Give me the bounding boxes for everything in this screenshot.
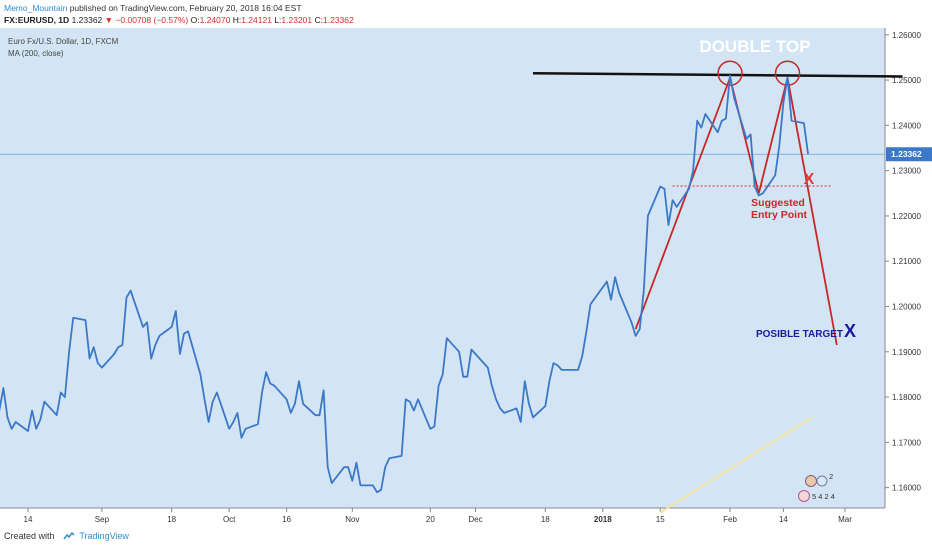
target-label: POSIBLE TARGET — [756, 329, 843, 340]
chart-header: Memo_Mountain published on TradingView.c… — [4, 2, 884, 32]
price-tick-label: 1.18000 — [892, 393, 921, 402]
legend-indicator: MA (200, close) — [8, 49, 64, 58]
time-axis-background — [0, 508, 932, 528]
author-link[interactable]: Memo_Mountain — [4, 3, 68, 13]
time-tick-label: 18 — [541, 515, 550, 524]
low-value: 1.23201 — [281, 15, 313, 25]
badge-top-count: 2 — [829, 472, 833, 481]
time-tick-label: Sep — [95, 515, 110, 524]
price-tick-label: 1.17000 — [892, 438, 921, 447]
entry-x-mark: X — [804, 171, 815, 188]
series-layer — [0, 74, 813, 514]
time-tick-label: Oct — [223, 515, 236, 524]
time-tick-label: Feb — [723, 515, 737, 524]
plot-background — [0, 28, 885, 508]
last-price-marker — [886, 147, 932, 162]
change-value: ▼ −0.00708 (−0.57%) — [104, 15, 189, 25]
idea-badges[interactable]: 2 5 4 2 4 — [798, 472, 835, 502]
time-tick-label: 20 — [426, 515, 435, 524]
price-chart[interactable]: 1.26000 1.25000 1.24000 1.23000 1.22000 1.210… — [0, 28, 932, 528]
ma-200-line — [659, 416, 813, 514]
time-tick-label: Dec — [468, 515, 482, 524]
time-axis[interactable]: 14 Sep 18 Oct 16 Nov 20 Dec 18 2018 15 Feb 14 Mar — [0, 507, 932, 528]
price-tick-label: 1.25000 — [892, 76, 921, 85]
target-x-mark: X — [844, 321, 856, 341]
close-value: 1.23362 — [323, 15, 354, 25]
price-tick-label: 1.19000 — [892, 348, 921, 357]
pattern-line[interactable] — [634, 77, 731, 330]
badge-bottom-counts: 5 4 2 4 — [812, 492, 835, 501]
ohlc-info: FX:EURUSD, 1D 1.23362 ▼ −0.00708 (−0.57%… — [4, 15, 354, 26]
price-tick-label: 1.20000 — [892, 302, 921, 311]
labels-layer: Euro Fx/U.S. Dollar, 1D, FXCM MA (200, c… — [8, 37, 856, 341]
price-tick-label: 1.24000 — [892, 121, 921, 130]
high-value: 1.24121 — [241, 15, 272, 25]
boost-icon[interactable] — [816, 475, 828, 487]
price-line — [0, 74, 809, 494]
footer: Created with TradingView — [4, 531, 129, 541]
publish-info: Memo_Mountain published on TradingView.c… — [4, 3, 302, 14]
comment-icon[interactable] — [805, 475, 817, 487]
tradingview-logo-icon — [63, 532, 75, 540]
price-tick-label: 1.16000 — [892, 484, 921, 493]
pattern-title: DOUBLE TOP — [699, 37, 810, 56]
open-label: O: — [190, 15, 200, 25]
time-tick-label: 16 — [282, 515, 291, 524]
price-tick-label: 1.21000 — [892, 257, 921, 266]
price-axis-background — [885, 28, 932, 508]
symbol-label: FX:EURUSD, 1D — [4, 15, 70, 25]
pattern-line[interactable] — [757, 77, 789, 194]
time-tick-label: Nov — [345, 515, 359, 524]
entry-label-line1: Suggested — [751, 197, 805, 209]
time-tick-label: Mar — [838, 515, 852, 524]
time-tick-label: 18 — [167, 515, 176, 524]
entry-label-line2: Entry Point — [751, 209, 808, 221]
high-label: H: — [232, 15, 242, 25]
price-tick-label: 1.26000 — [892, 31, 921, 40]
time-tick-label: 2018 — [594, 515, 612, 524]
low-label: L: — [274, 15, 282, 25]
created-with-label: Created with — [4, 531, 55, 541]
price-tick-label: 1.22000 — [892, 212, 921, 221]
price-tick-label: 1.23000 — [892, 167, 921, 176]
top-circle[interactable] — [717, 60, 743, 87]
last-value: 1.23362 — [71, 15, 103, 25]
close-label: C: — [314, 15, 324, 25]
price-axis[interactable]: 1.26000 1.25000 1.24000 1.23000 1.22000 1.210… — [884, 28, 932, 508]
open-value: 1.24070 — [199, 15, 231, 25]
tradingview-link[interactable]: TradingView — [79, 531, 129, 541]
legend-instrument: Euro Fx/U.S. Dollar, 1D, FXCM — [8, 37, 119, 46]
time-tick-label: 15 — [656, 515, 665, 524]
last-price-label: 1.23362 — [891, 149, 922, 159]
like-icon[interactable] — [798, 490, 810, 502]
published-text: published on TradingView.com, February 2… — [69, 3, 302, 13]
time-tick-label: 14 — [779, 515, 788, 524]
time-tick-label: 14 — [24, 515, 33, 524]
